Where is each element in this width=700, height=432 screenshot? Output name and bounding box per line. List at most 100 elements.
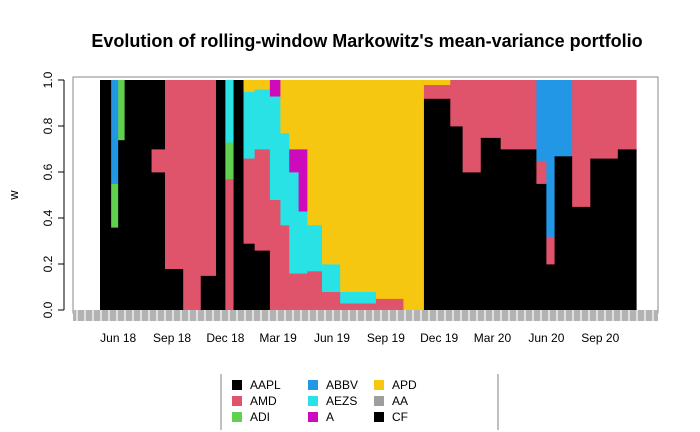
- y-tick-label: 0.8: [41, 117, 55, 134]
- legend-swatch: [374, 396, 384, 406]
- legend-swatch: [308, 380, 318, 390]
- bar-amd-26: [500, 80, 538, 150]
- bar-apd-20: [375, 80, 405, 299]
- bar-apd-14: [280, 80, 290, 134]
- legend-swatch: [374, 380, 384, 390]
- bar-amd-24: [462, 80, 482, 173]
- bar-aezs-13: [269, 96, 282, 200]
- legend-swatch: [308, 412, 318, 422]
- legend-swatch: [308, 396, 318, 406]
- bar-a-15: [289, 149, 300, 173]
- bar-amd-16: [298, 273, 308, 311]
- bar-aezs-17: [307, 224, 323, 272]
- legend-label: CF: [392, 410, 408, 424]
- legend-item-aa-7: AA: [374, 394, 408, 408]
- y-tick-label: 0.0: [41, 301, 55, 318]
- bar-apd-18: [322, 80, 341, 265]
- bar-amd-13: [269, 199, 282, 311]
- bar-aapl-32: [617, 149, 637, 311]
- legend-label: AEZS: [326, 394, 357, 408]
- bar-adi-2: [118, 80, 126, 141]
- x-tick-label: Dec 19: [420, 331, 458, 345]
- x-tick-label: Jun 18: [100, 331, 136, 345]
- y-tick-label: 0.6: [41, 163, 55, 180]
- bar-abbv-1: [111, 80, 119, 184]
- legend-swatch: [232, 412, 242, 422]
- bar-aapl-23: [450, 126, 464, 311]
- bar-apd-15: [289, 80, 300, 150]
- bar-abbv-27: [536, 80, 547, 161]
- bar-a-16: [298, 149, 308, 212]
- bar-apd-16: [298, 80, 308, 150]
- y-axis-label: w: [6, 190, 21, 201]
- bar-aezs-19: [340, 291, 377, 304]
- bar-amd-20: [375, 298, 405, 311]
- bar-adi-9: [225, 142, 235, 180]
- x-axis: Jun 18 Sep 18 Dec 18 Mar 19 Jun 19 Sep 19 Dec …: [73, 310, 658, 345]
- legend-label: ABBV: [326, 378, 358, 392]
- bar-aapl-27: [536, 183, 547, 311]
- bar-cf-10: [233, 80, 245, 311]
- bar-aapl-0: [100, 80, 112, 311]
- legend-label: AMD: [250, 394, 277, 408]
- bar-amd-32: [617, 80, 637, 150]
- x-tick-label: Mar 19: [259, 331, 297, 345]
- bar-amd-28: [546, 236, 556, 265]
- bar-aezs-16: [298, 211, 308, 274]
- legend-item-cf-8: CF: [374, 410, 408, 424]
- bar-aapl-31: [590, 158, 619, 311]
- bar-aezs-18: [322, 264, 341, 292]
- legend-label: ADI: [250, 410, 270, 424]
- legend-item-abbv-3: ABBV: [308, 378, 358, 392]
- bar-amd-5: [165, 80, 184, 269]
- bar-aapl-22: [423, 98, 451, 311]
- bar-aapl-24: [462, 172, 482, 311]
- bar-amd-11: [243, 158, 256, 244]
- bar-aapl-26: [500, 149, 538, 311]
- x-tick-label: Jun 20: [528, 331, 564, 345]
- y-tick-label: 0.4: [41, 209, 55, 226]
- plot-area: [100, 80, 637, 311]
- legend-label: AAPL: [250, 378, 281, 392]
- bar-amd-12: [254, 149, 271, 251]
- legend-swatch: [374, 412, 384, 422]
- bar-abbv-29: [554, 80, 573, 157]
- bar-amd-22: [423, 84, 451, 99]
- bar-cf-4: [151, 80, 166, 150]
- bar-apd-19: [340, 80, 377, 292]
- x-tick-label: Dec 18: [206, 331, 244, 345]
- bar-aapl-4: [151, 172, 166, 311]
- bar-amd-23: [450, 80, 464, 127]
- legend-label: AA: [392, 394, 408, 408]
- legend-item-a-5: A: [308, 410, 334, 424]
- bar-apd-12: [254, 80, 271, 90]
- bar-amd-17: [307, 270, 323, 311]
- bar-amd-9: [225, 178, 235, 311]
- legend-swatch: [232, 380, 242, 390]
- bar-apd-17: [307, 80, 323, 226]
- bar-aezs-9: [225, 80, 235, 143]
- bar-amd-18: [322, 291, 341, 311]
- bar-apd-22: [423, 80, 451, 85]
- bar-aapl-5: [165, 268, 184, 311]
- legend-label: A: [326, 410, 334, 424]
- bar-adi-1: [111, 183, 119, 228]
- bar-amd-4: [151, 149, 166, 173]
- y-axis: 0.0 0.2 0.4 0.6 0.8 1.0: [41, 71, 65, 318]
- bar-amd-25: [480, 80, 502, 138]
- x-tick-label: Mar 20: [474, 331, 512, 345]
- bar-amd-7: [200, 80, 217, 276]
- y-tick-label: 0.2: [41, 255, 55, 272]
- bar-a-13: [269, 80, 282, 97]
- legend-item-amd-1: AMD: [232, 394, 277, 408]
- bar-amd-15: [289, 273, 300, 311]
- y-tick-label: 1.0: [41, 71, 55, 88]
- bar-amd-30: [572, 80, 591, 207]
- bar-cf-3: [124, 80, 153, 311]
- bar-aapl-25: [480, 137, 502, 311]
- bar-aapl-2: [118, 139, 126, 311]
- legend-item-aezs-4: AEZS: [308, 394, 357, 408]
- bar-amd-31: [590, 80, 619, 159]
- bar-aapl-7: [200, 275, 217, 311]
- x-tick-label: Sep 19: [367, 331, 405, 345]
